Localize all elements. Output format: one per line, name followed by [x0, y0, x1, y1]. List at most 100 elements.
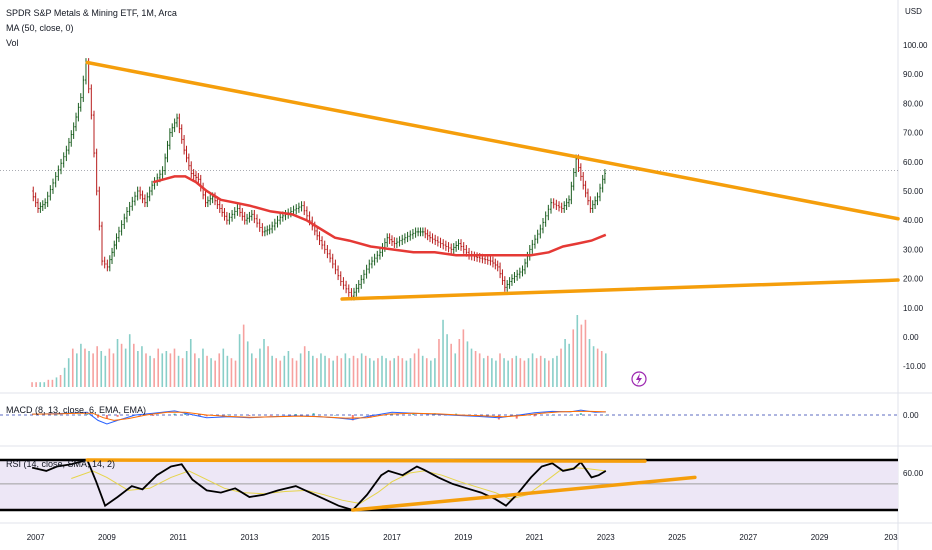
volume-bar: [145, 353, 147, 387]
volume-legend[interactable]: Vol: [6, 38, 19, 48]
volume-bar: [385, 358, 387, 387]
volume-bar: [234, 360, 237, 387]
volume-bar: [405, 360, 408, 387]
volume-bar: [271, 355, 273, 387]
volume-bar: [596, 348, 599, 387]
volume-bar: [157, 348, 160, 387]
macd-legend[interactable]: MACD (8, 13, close, 6, EMA, EMA): [6, 405, 147, 415]
price-axis-unit: USD: [905, 7, 922, 16]
macd-pane: [32, 409, 607, 425]
chart-title[interactable]: SPDR S&P Metals & Mining ETF, 1M, Arca: [6, 8, 177, 18]
price-axis[interactable]: USD 100.00 90.00 80.00 70.00 60.00 50.00 40.00 3…: [903, 7, 928, 478]
macd-histogram-bar: [594, 415, 597, 416]
volume-bar: [43, 382, 46, 387]
ma-line: [152, 175, 607, 257]
volume-bar: [287, 351, 290, 387]
volume-bar: [210, 358, 212, 387]
volume-bar: [491, 358, 493, 387]
volume-bar: [523, 360, 526, 387]
macd-histogram-bar: [551, 415, 554, 416]
volume-bar: [519, 358, 522, 387]
time-tick-label: 2023: [597, 533, 615, 542]
trendline-3: [85, 458, 647, 463]
volume-bar: [531, 353, 534, 387]
volume-bar: [80, 343, 82, 387]
price-tick-label: 90.00: [903, 70, 924, 79]
volume-bar: [417, 348, 420, 387]
volume-bar: [332, 360, 334, 387]
volume-bar: [588, 339, 591, 387]
volume-bar: [470, 348, 473, 387]
volume-bar: [141, 346, 143, 387]
volume-bar: [246, 341, 249, 387]
price-tick-label: 60.00: [903, 158, 924, 167]
volume-bar: [218, 353, 221, 387]
volume-bar: [116, 339, 119, 387]
volume-bar: [499, 353, 501, 387]
time-tick-label: 2025: [668, 533, 686, 542]
volume-bar: [364, 355, 367, 387]
volume-bar: [202, 348, 204, 387]
price-tick-label: -10.00: [903, 362, 926, 371]
volume-bar: [84, 348, 86, 387]
time-axis[interactable]: 2007 2009 2011 2013 2015 2017 2019 2021 2023 2025…: [27, 533, 898, 542]
rsi-legend[interactable]: RSI (14, close, SMA, 14, 2): [6, 459, 116, 469]
volume-bar: [515, 355, 518, 387]
volume-bar: [51, 379, 54, 387]
price-tick-label: 100.00: [903, 41, 928, 50]
time-tick-label: 2007: [27, 533, 45, 542]
volume-bar: [564, 339, 566, 387]
macd-histogram-bar: [105, 415, 108, 419]
time-tick-label: 2019: [454, 533, 472, 542]
volume-bar: [76, 353, 78, 387]
volume-bar: [572, 329, 575, 387]
rsi-tick-label: 60.00: [903, 469, 924, 478]
volume-bar: [584, 319, 587, 387]
volume-bar: [303, 346, 306, 387]
macd-histogram-bar: [116, 415, 119, 417]
volume-bar: [348, 358, 351, 387]
volume-bar: [486, 355, 489, 387]
macd-histogram-bar: [227, 414, 230, 416]
volume-bar: [47, 379, 50, 387]
volume-bar: [454, 353, 457, 387]
rsi-line: [31, 458, 607, 512]
volume-bar: [100, 351, 103, 387]
trendlines[interactable]: [85, 60, 900, 512]
macd-histogram-bar: [412, 413, 415, 415]
macd-histogram-bar: [173, 413, 176, 415]
macd-histogram-bar: [269, 415, 272, 416]
macd-histogram-bar: [515, 415, 518, 419]
volume-bar: [198, 358, 200, 387]
volume-bar: [250, 353, 253, 387]
time-tick-label: 2011: [170, 533, 188, 542]
volume-bar: [373, 360, 375, 387]
volume-bar: [189, 339, 192, 387]
lightning-icon: [631, 371, 647, 387]
macd-histogram-bar: [312, 413, 315, 415]
time-tick-label: 2017: [383, 533, 401, 542]
volume-bar: [63, 367, 66, 387]
volume-bar: [568, 343, 570, 387]
volume-bar: [161, 353, 164, 387]
volume-bar: [31, 382, 33, 387]
volume-bar: [307, 351, 310, 387]
volume-bar: [434, 358, 436, 387]
ma-legend[interactable]: MA (50, close, 0): [6, 23, 74, 33]
volume-bar: [413, 353, 416, 387]
macd-histogram-bar: [152, 415, 155, 416]
volume-bar: [275, 358, 278, 387]
volume-bar: [600, 351, 603, 387]
time-tick-label: 2013: [241, 533, 259, 542]
volume-bar: [478, 353, 481, 387]
volume-bar: [169, 353, 172, 387]
volume-bar: [507, 360, 509, 387]
time-tick-label: 203: [884, 533, 898, 542]
volume-bar: [474, 351, 477, 387]
volume-bar: [328, 358, 330, 387]
volume-bar: [442, 319, 444, 387]
volume-bar: [430, 360, 432, 387]
volume-bar: [409, 358, 412, 387]
price-tick-label: 0.00: [903, 333, 919, 342]
